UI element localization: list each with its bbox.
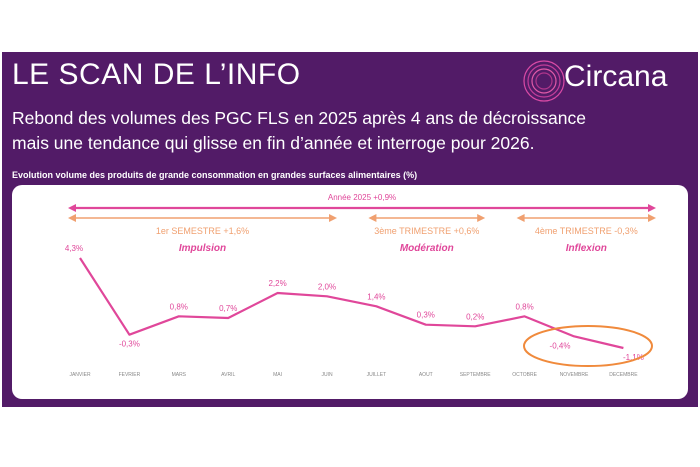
year-arrow-head-left — [68, 204, 76, 212]
x-tick-label: FEVRIER — [119, 372, 141, 378]
highlight-circle — [523, 325, 653, 367]
x-tick-label: DECEMBRE — [609, 372, 638, 378]
chart-panel — [12, 185, 688, 399]
x-tick-label: SEPTEMBRE — [460, 372, 492, 378]
period-arrow-head-right — [329, 214, 337, 222]
period-label: 1er SEMESTRE +1,6% — [156, 226, 249, 236]
data-label: 0,7% — [219, 304, 237, 313]
data-label: 0,8% — [515, 302, 533, 311]
x-tick-label: AOUT — [419, 372, 433, 378]
period-sublabel: Modération — [400, 243, 454, 254]
brand-name: Circana — [564, 60, 668, 93]
data-label: 1,4% — [367, 292, 385, 301]
period-arrow-head-left — [368, 214, 377, 222]
x-tick-label: OCTOBRE — [512, 372, 537, 378]
page-title: LE SCAN DE L’INFO — [12, 58, 301, 91]
data-label: -1,1% — [623, 353, 644, 362]
x-tick-label: AVRIL — [221, 372, 235, 378]
headline: Rebond des volumes des PGC FLS en 2025 a… — [12, 106, 672, 156]
data-label: 4,3% — [65, 244, 83, 253]
data-label: 0,2% — [466, 312, 484, 321]
x-tick-label: MAI — [273, 372, 282, 378]
period-arrow-head-left — [516, 214, 525, 222]
x-tick-label: JUIN — [321, 372, 333, 378]
period-arrow-head-right — [477, 214, 486, 222]
data-label: 0,8% — [170, 302, 188, 311]
data-label: 2,0% — [318, 282, 336, 291]
series-line — [79, 257, 624, 350]
x-tick-label: JANVIER — [69, 372, 91, 378]
data-label: 0,3% — [417, 311, 435, 320]
year-label: Année 2025 +0,9% — [328, 193, 396, 202]
headline-line-2: mais une tendance qui glisse en fin d’an… — [12, 133, 535, 153]
chart-title: Evolution volume des produits de grande … — [12, 170, 418, 180]
period-arrow-head-right — [648, 214, 656, 222]
x-tick-label: JUILLET — [367, 372, 386, 378]
period-label: 4ème TRIMESTRE -0,3% — [535, 226, 638, 236]
year-arrow-head-right — [648, 204, 656, 212]
x-tick-label: MARS — [172, 372, 187, 378]
brand-logo: Circana — [520, 58, 690, 104]
period-sublabel: Impulsion — [179, 243, 226, 254]
period-arrow-head-left — [68, 214, 76, 222]
data-label: -0,3% — [119, 340, 140, 349]
data-label: 2,2% — [268, 279, 286, 288]
headline-line-1: Rebond des volumes des PGC FLS en 2025 a… — [12, 108, 586, 128]
period-label: 3ème TRIMESTRE +0,6% — [374, 226, 479, 236]
x-tick-label: NOVEMBRE — [560, 372, 589, 378]
logo-rings-icon — [523, 60, 565, 102]
data-label: -0,4% — [550, 341, 571, 350]
period-sublabel: Inflexion — [566, 243, 607, 254]
